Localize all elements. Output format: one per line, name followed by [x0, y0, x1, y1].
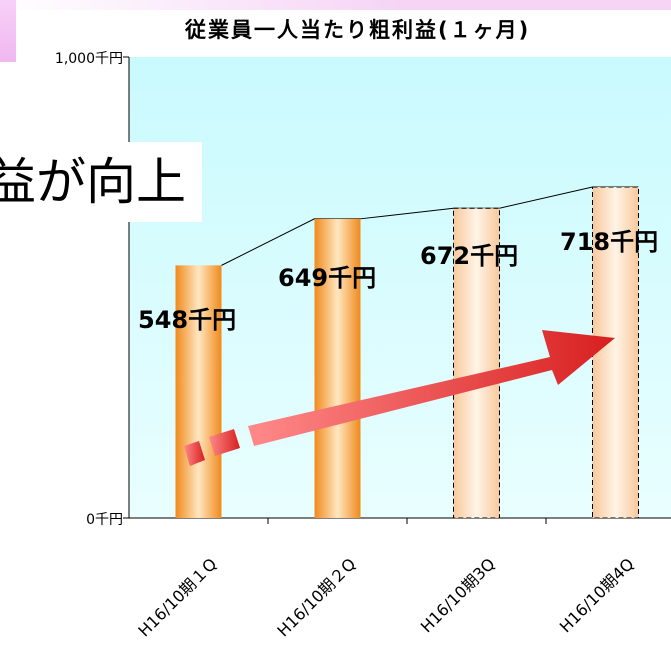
x-tick-marks [267, 518, 547, 524]
callout-box: 益が向上 [0, 142, 202, 222]
bar-1 [175, 265, 222, 518]
bars [175, 186, 639, 519]
y-tick-label: 0千円 [86, 512, 123, 528]
arrow-body [248, 330, 615, 446]
y-tick-marks [123, 56, 129, 519]
arrow-dash-2 [209, 429, 240, 456]
data-label: 548千円 [138, 306, 237, 334]
bar-2 [314, 218, 361, 518]
arrow-dash-1 [184, 441, 205, 466]
data-label: 672千円 [420, 242, 519, 270]
bar-3 [453, 207, 500, 519]
top-left-decor-block [0, 0, 16, 62]
y-tick-label: 1,000千円 [54, 51, 123, 67]
data-label: 718千円 [560, 228, 659, 256]
callout-text: 益が向上 [0, 153, 186, 211]
top-decor-stripe [0, 0, 671, 10]
chart-title: 従業員一人当たり粗利益(１ヶ月) [185, 18, 531, 42]
growth-arrow [184, 330, 615, 466]
data-label: 649千円 [278, 264, 377, 292]
